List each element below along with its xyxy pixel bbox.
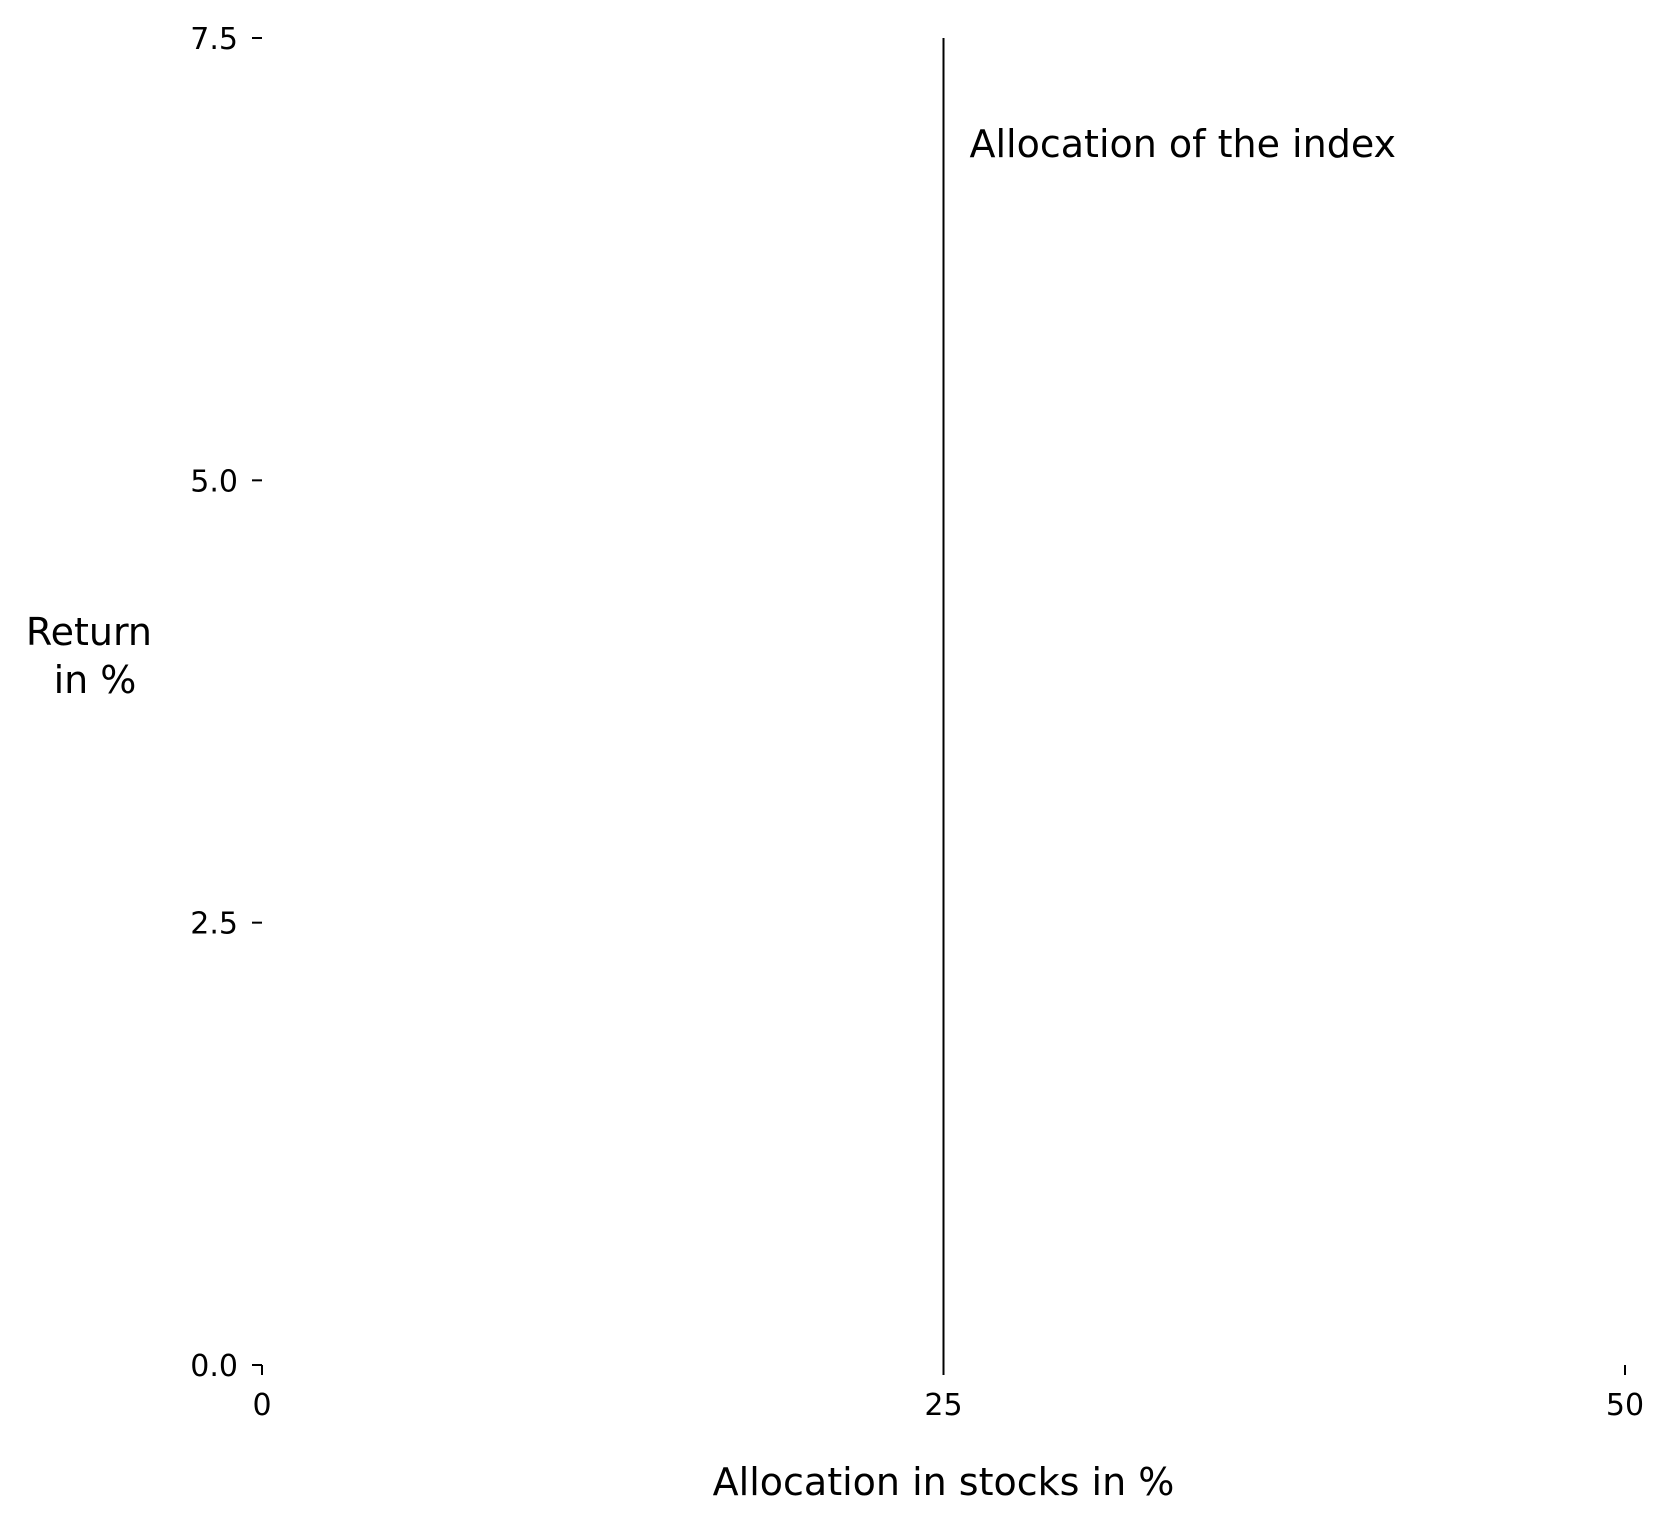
y-tick-label: 0.0 (190, 1349, 238, 1384)
x-axis: 0 25 50 (252, 1365, 1644, 1423)
y-tick-label: 7.5 (190, 22, 238, 57)
y-axis-title-line-1: Return (26, 610, 152, 654)
y-axis-title-line-2: in % (54, 658, 137, 702)
x-tick-label: 0 (252, 1388, 271, 1423)
y-axis-title: Return in % (26, 610, 164, 702)
y-tick-label: 2.5 (190, 907, 238, 942)
x-tick-label: 50 (1606, 1388, 1644, 1423)
y-tick-label: 5.0 (190, 464, 238, 499)
annotations-layer: Allocation of the index (942, 38, 1397, 1365)
index-allocation-label: Allocation of the index (970, 122, 1397, 166)
y-axis: 0.0 2.5 5.0 7.5 (190, 22, 263, 1384)
x-axis-title: Allocation in stocks in % (713, 1460, 1175, 1504)
x-tick-label: 25 (924, 1388, 962, 1423)
